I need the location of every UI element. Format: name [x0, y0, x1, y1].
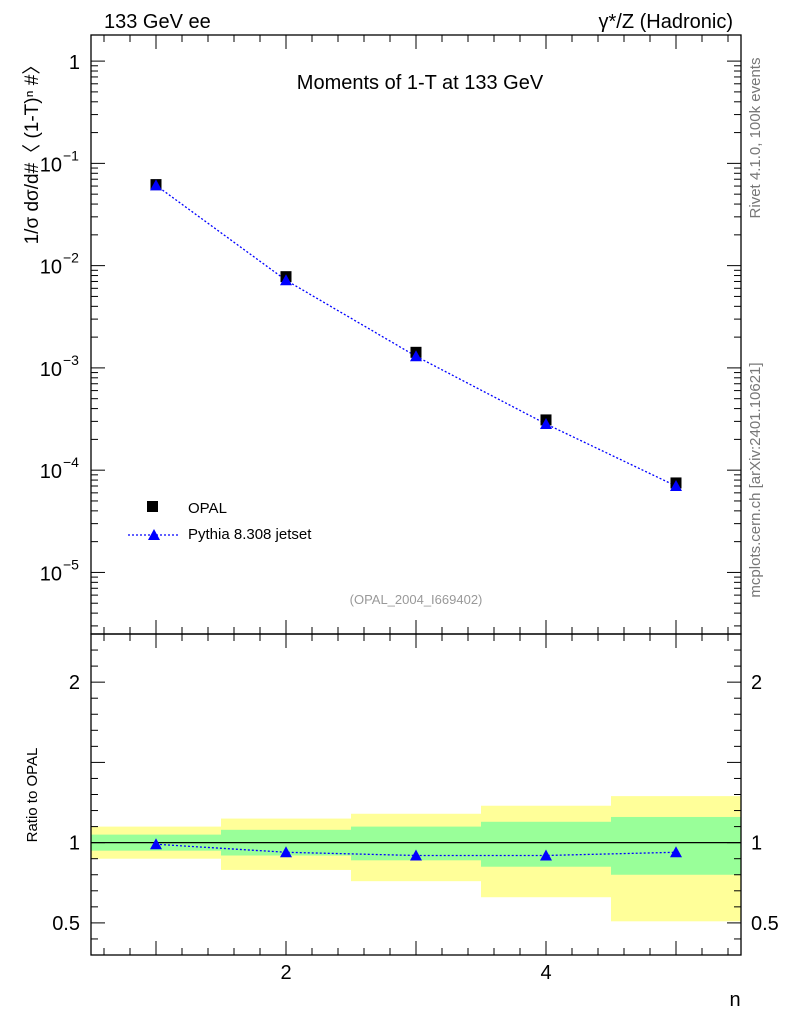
ratio-pythia-point	[410, 849, 422, 861]
x-axis-label: n	[729, 989, 740, 1011]
ratio-y-tick-label: 0.5	[52, 913, 80, 935]
main-plot-frame	[90, 34, 742, 635]
ratio-bands	[91, 796, 741, 922]
ratio-pythia-point	[280, 846, 292, 858]
y-tick-exponent: −4	[63, 454, 79, 470]
ratio-y-tick-label-right: 0.5	[751, 913, 779, 935]
pythia-line	[155, 184, 677, 487]
ratio-y-tick-label-right: 2	[751, 672, 762, 694]
ratio-y-axis-label: Ratio to OPAL	[24, 748, 41, 843]
legend-pythia-marker	[148, 529, 160, 540]
legend-opal-label: OPAL	[188, 500, 227, 517]
rivet-version-label: Rivet 4.1.0, 100k events	[747, 58, 764, 219]
pythia-point	[670, 480, 682, 492]
analysis-tag: (OPAL_2004_I669402)	[350, 592, 483, 607]
x-tick-label: 2	[280, 962, 291, 984]
y-tick-label: 10	[40, 563, 62, 585]
pythia-point	[410, 350, 422, 362]
ratio-y-tick-label: 1	[69, 833, 80, 855]
y-tick-label: 10	[40, 359, 62, 381]
legend-pythia-label: Pythia 8.308 jetset	[188, 526, 312, 543]
pythia-point	[150, 179, 162, 191]
ratio-pythia-point	[670, 846, 682, 858]
ratio-pythia-point	[150, 838, 162, 850]
y-tick-label: 10	[40, 154, 62, 176]
process-label: γ*/Z (Hadronic)	[599, 11, 733, 33]
y-tick-exponent: −2	[63, 250, 79, 266]
mcplots-label: mcplots.cern.ch [arXiv:2401.10621]	[747, 362, 764, 597]
legend-opal-marker	[147, 501, 158, 512]
main-y-axis-label: 1/σ dσ/d#〈 (1-T)ⁿ #〉	[21, 56, 43, 245]
x-tick-label: 4	[540, 962, 551, 984]
plot-title: Moments of 1-T at 133 GeV	[297, 72, 544, 94]
y-tick-exponent: −5	[63, 556, 79, 572]
y-tick-exponent: −1	[63, 147, 79, 163]
series	[150, 179, 682, 861]
pythia-point	[540, 417, 552, 429]
ratio-y-tick-label-right: 1	[751, 833, 762, 855]
y-tick-label: 10	[40, 461, 62, 483]
ratio-y-tick-label: 2	[69, 672, 80, 694]
band-inner-bin	[611, 816, 741, 875]
pythia-point	[280, 274, 292, 286]
y-tick-exponent: −3	[63, 352, 79, 368]
energy-label: 133 GeV ee	[104, 11, 211, 33]
y-tick-label: 10	[40, 257, 62, 279]
legend: OPAL Pythia 8.308 jetset	[128, 500, 312, 543]
y-tick-label: 1	[69, 52, 80, 74]
ratio-pythia-point	[540, 849, 552, 861]
